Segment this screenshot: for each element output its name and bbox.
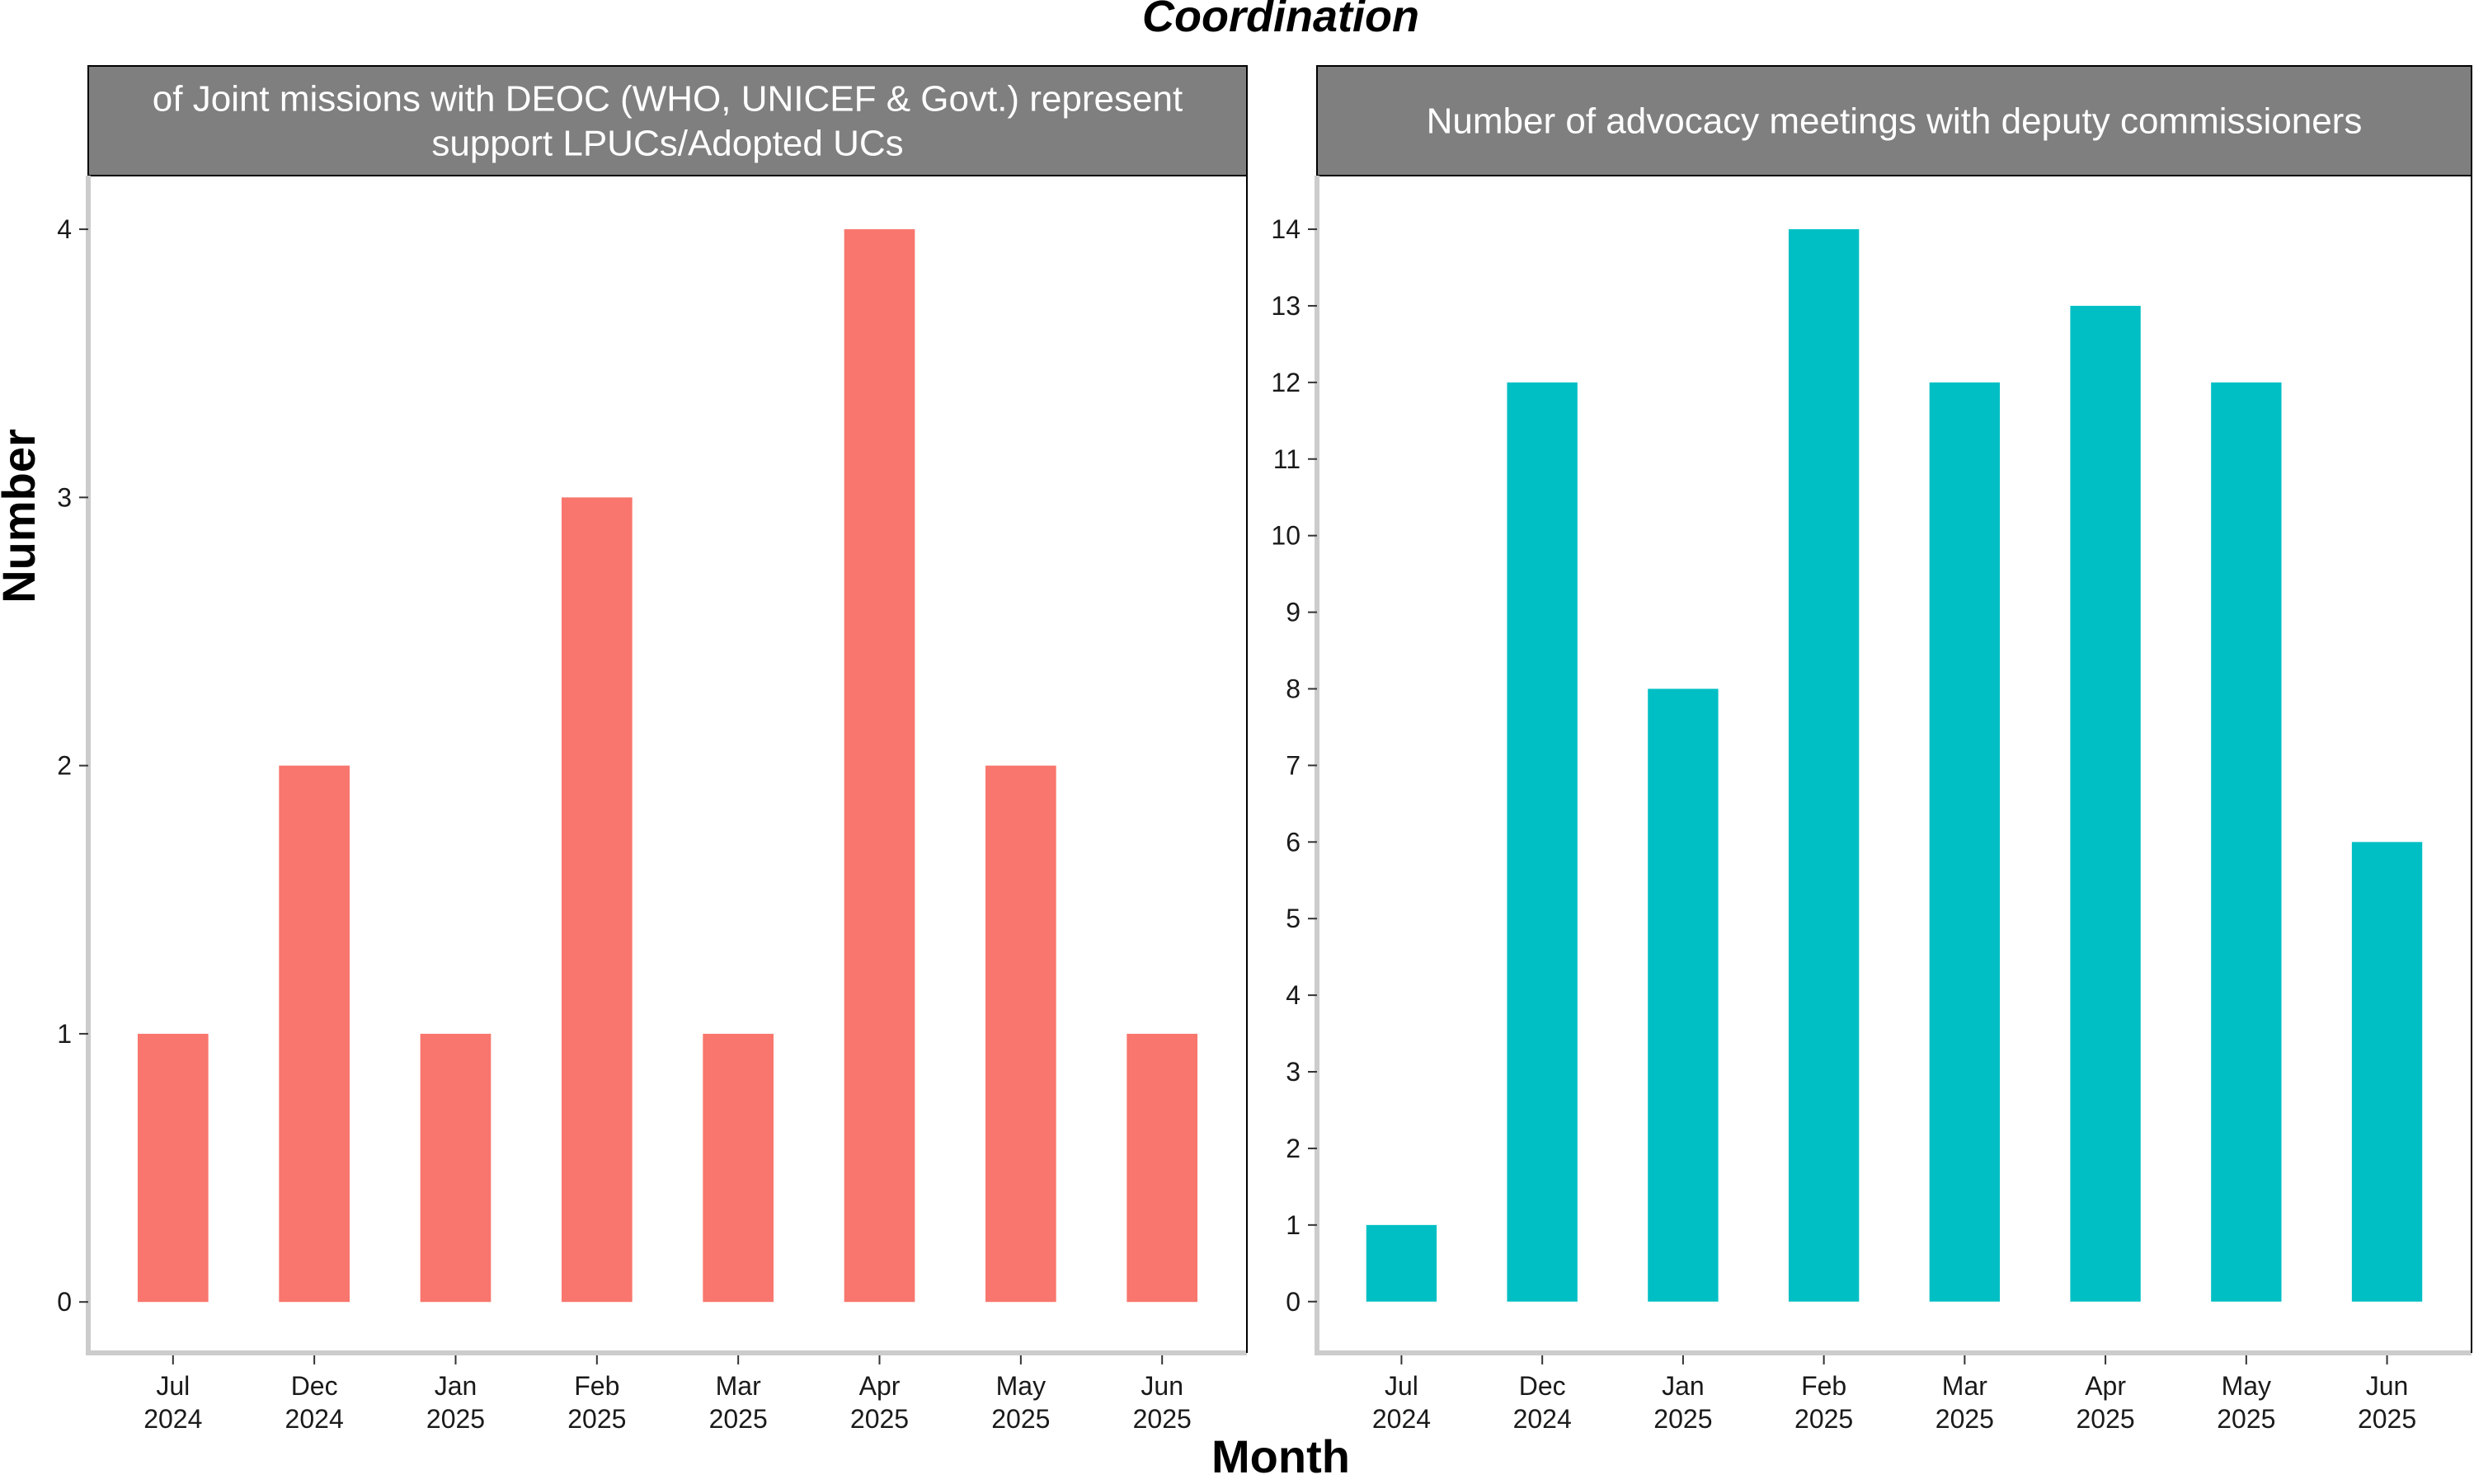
panel-title-line: support LPUCs/Adopted UCs <box>431 124 903 164</box>
y-tick-label: 13 <box>1271 291 1300 321</box>
x-axis-title: Month <box>1211 1430 1350 1482</box>
y-tick-label: 3 <box>57 482 72 512</box>
x-tick-label: 2025 <box>1794 1404 1853 1434</box>
y-tick-label: 0 <box>1286 1287 1300 1317</box>
x-tick-label: Feb <box>1801 1371 1846 1401</box>
y-axis-title: Number <box>0 429 45 603</box>
bar-jun-2025 <box>2351 842 2423 1302</box>
bar-may-2025 <box>2211 382 2282 1302</box>
bar-apr-2025 <box>2070 305 2141 1302</box>
x-tick-label: May <box>2222 1371 2271 1401</box>
x-tick-label: 2025 <box>2077 1404 2135 1434</box>
x-tick-label: Apr <box>859 1371 901 1401</box>
y-tick-label: 4 <box>1286 980 1300 1010</box>
panel-strip <box>87 65 1248 176</box>
chart-title: Coordination <box>1142 0 1419 41</box>
x-tick-label: 2025 <box>850 1404 909 1434</box>
bar-jan-2025 <box>1648 688 1719 1302</box>
y-tick-label: 0 <box>57 1287 72 1317</box>
bar-jun-2025 <box>1126 1033 1198 1303</box>
bar-dec-2024 <box>1507 382 1578 1302</box>
bar-jan-2025 <box>420 1033 492 1303</box>
panel-1: of Joint missions with DEOC (WHO, UNICEF… <box>57 65 1248 1434</box>
y-tick-label: 10 <box>1271 521 1300 551</box>
x-tick-label: Jun <box>2366 1371 2409 1401</box>
panel-2: Number of advocacy meetings with deputy … <box>1271 65 2472 1434</box>
bar-apr-2025 <box>844 229 915 1303</box>
y-tick-label: 2 <box>1286 1134 1300 1163</box>
x-tick-label: Dec <box>1519 1371 1566 1401</box>
x-tick-label: Jan <box>1662 1371 1705 1401</box>
bar-feb-2025 <box>561 497 633 1303</box>
y-tick-label: 4 <box>57 214 72 244</box>
x-tick-label: May <box>996 1371 1046 1401</box>
facet-panels: of Joint missions with DEOC (WHO, UNICEF… <box>57 65 2472 1434</box>
panel-strip <box>1316 65 2472 176</box>
y-tick-label: 5 <box>1286 904 1300 933</box>
x-tick-label: 2025 <box>567 1404 626 1434</box>
x-tick-label: 2024 <box>1513 1404 1572 1434</box>
x-tick-label: Jun <box>1141 1371 1183 1401</box>
x-tick-label: 2025 <box>2217 1404 2275 1434</box>
x-tick-label: 2024 <box>285 1404 344 1434</box>
y-tick-label: 1 <box>1286 1210 1300 1240</box>
y-tick-label: 11 <box>1273 444 1300 474</box>
y-tick-label: 12 <box>1271 368 1300 397</box>
bar-may-2025 <box>985 765 1056 1303</box>
y-tick-label: 2 <box>57 751 72 781</box>
x-tick-label: 2025 <box>991 1404 1050 1434</box>
bar-dec-2024 <box>279 765 350 1303</box>
x-tick-label: Jan <box>435 1371 477 1401</box>
y-tick-label: 9 <box>1286 598 1300 627</box>
x-tick-label: 2024 <box>1372 1404 1431 1434</box>
x-tick-label: 2024 <box>143 1404 202 1434</box>
bar-jul-2024 <box>137 1033 209 1303</box>
x-tick-label: Mar <box>1942 1371 1987 1401</box>
x-tick-label: 2025 <box>1653 1404 1712 1434</box>
y-tick-label: 3 <box>1286 1057 1300 1087</box>
x-tick-label: Jul <box>156 1371 190 1401</box>
x-tick-label: 2025 <box>1133 1404 1192 1434</box>
bar-mar-2025 <box>1929 382 2001 1302</box>
panel-title-line: of Joint missions with DEOC (WHO, UNICEF… <box>153 79 1183 120</box>
x-tick-label: 2025 <box>2358 1404 2416 1434</box>
bar-feb-2025 <box>1788 229 1860 1302</box>
y-tick-label: 1 <box>57 1019 72 1049</box>
y-tick-label: 14 <box>1271 214 1300 244</box>
x-tick-label: Jul <box>1385 1371 1418 1401</box>
y-tick-label: 6 <box>1286 827 1300 857</box>
panel-title-line: Number of advocacy meetings with deputy … <box>1427 101 2363 142</box>
x-tick-label: Mar <box>716 1371 761 1401</box>
x-tick-label: Dec <box>291 1371 338 1401</box>
bar-jul-2024 <box>1366 1224 1437 1302</box>
y-tick-label: 7 <box>1286 750 1300 780</box>
x-tick-label: Apr <box>2085 1371 2126 1401</box>
y-tick-label: 8 <box>1286 674 1300 703</box>
bar-mar-2025 <box>703 1033 774 1303</box>
x-tick-label: Feb <box>574 1371 619 1401</box>
x-tick-label: 2025 <box>1935 1404 1994 1434</box>
x-tick-label: 2025 <box>426 1404 485 1434</box>
x-tick-label: 2025 <box>709 1404 768 1434</box>
